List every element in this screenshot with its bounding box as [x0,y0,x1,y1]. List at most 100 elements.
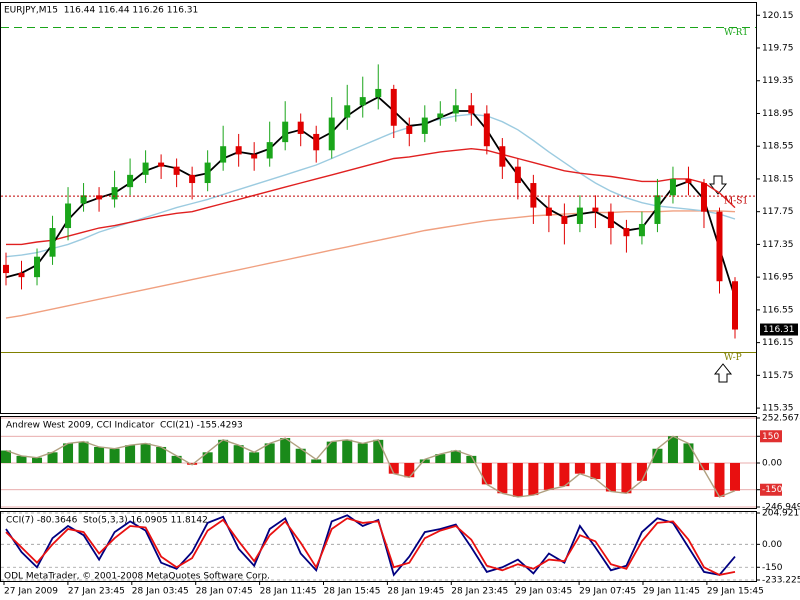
candle-body [220,146,227,163]
arrow-up [713,363,733,383]
candle-body [669,178,676,196]
cci-bar [481,463,492,485]
cci-panel-frame [0,416,757,509]
y-tick-label: 115.75 [762,371,794,381]
cci-bar [466,455,477,464]
candle-body [142,162,149,175]
cci-bar [125,445,136,464]
cci-bar [78,441,89,464]
y-tick-label: 204.9217 [762,509,800,519]
cci-bar [497,463,508,494]
cci-bar [621,463,632,494]
cci-bar [730,463,740,491]
cci-bar [280,438,291,464]
cci-bar [326,441,337,464]
y-tick-box [760,430,782,443]
candle-body [173,166,180,175]
candle-body [468,105,475,114]
candle-body [406,125,413,134]
cci-bar [590,463,601,480]
cci-bar [683,443,694,464]
candle-body [96,195,103,200]
candle-body [344,105,351,118]
cci-bar [543,463,554,490]
candle-body [65,203,72,229]
cci-bar [249,452,260,464]
cci-bar [698,463,709,471]
cci-bar [373,439,384,464]
cci-bar [109,448,120,464]
y-tick-label: -150 [762,563,783,573]
candle-body [313,133,320,151]
y-tick-label: -150 [762,485,783,495]
candle-body [576,207,583,224]
y-tick-label: 117.75 [762,207,794,217]
cci-bar [652,448,663,464]
cci-bar [218,439,229,464]
y-tick-label: 150 [762,432,779,442]
main-panel-frame [0,2,757,414]
y-tick-label: 119.75 [762,44,794,54]
x-tick-label: 29 Jan 15:45 [707,587,764,597]
candle-body [127,174,134,188]
y-tick-label: -233.225 [762,576,800,586]
cci-bar [404,463,415,478]
candle-body [111,187,118,200]
y-tick-label: 116.55 [762,305,794,315]
cci-bar [264,443,275,464]
cci-bar [574,463,585,474]
candle-body [716,211,723,282]
cci-bar [667,436,678,464]
x-tick-label: 28 Jan 03:45 [132,587,189,597]
cci-bar [63,443,74,464]
y-tick-label: 116.15 [762,338,794,348]
cci-bar [16,455,27,464]
y-tick-label: 118.55 [762,142,794,152]
candle-body [297,121,304,134]
cci-bar [559,463,570,487]
x-tick-label: 27 Jan 2009 [4,587,58,597]
candle-body [452,105,459,114]
candle-body [530,183,537,208]
candle-body [235,146,242,155]
candle-body [3,264,9,274]
cci-bar [714,463,725,497]
candle-body [34,256,41,278]
level-label: W-P [724,353,742,363]
x-tick-label: 28 Jan 11:45 [260,587,317,597]
candle-body [483,113,490,147]
arrow-down [708,175,728,195]
y-tick-label: 252.5678 [762,414,800,424]
y-tick-label: 116.95 [762,273,794,283]
panel-title: Andrew West 2009, CCI Indicator CCI(21) … [6,421,243,431]
candle-body [607,211,614,229]
panel-title: CCI(7) -80.3646 Sto(5,3,3) 16.0905 11.81… [6,516,208,526]
x-tick-label: 27 Jan 23:45 [68,587,125,597]
cci-bar [295,448,306,464]
cci-bar [47,452,58,464]
panel-title: EURJPY,M15 116.44 116.44 116.26 116.31 [4,6,198,16]
candle-body [390,88,397,126]
last-price-label: 116.31 [763,325,795,335]
plot-layer: 120.15 119.75 119.35 118.95 118.55 118.15 117.… [1,6,800,597]
moving-average [6,147,736,246]
oscillator-line [5,517,736,576]
cci-bar [605,463,616,492]
candle-body [499,146,506,167]
candle-body [282,121,289,143]
cci-bar [156,446,167,464]
y-tick-label: 0.00 [762,540,782,550]
candle-body [18,273,25,278]
level-label: M-S1 [724,197,748,207]
candle-body [421,117,428,134]
candle-body [514,166,521,184]
candle-body [545,207,552,216]
x-tick-label: 29 Jan 07:45 [579,587,636,597]
y-tick-label: 120.15 [762,11,794,21]
candle-body [623,228,630,237]
x-tick-label: 29 Jan 03:45 [515,587,572,597]
candle-body [49,228,56,257]
